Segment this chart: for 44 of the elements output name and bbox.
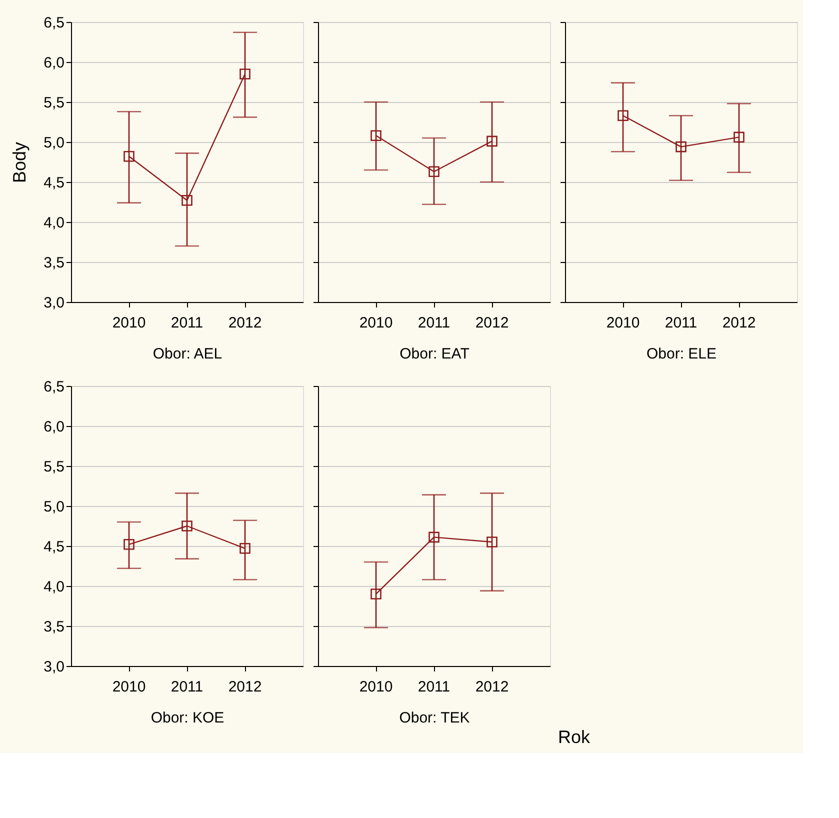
point [124,539,134,550]
x-tick-label: 2012 [228,314,262,332]
text: Obor: AEL [152,346,222,362]
text: Obor: KOE [150,710,224,726]
x-tick-label: 2011 [170,678,204,696]
y-tick-label: 3,5 [44,254,64,272]
point [240,68,250,80]
x-tick-label: 2010 [112,678,146,696]
x-tick-label: 2011 [418,678,450,696]
y-tick-label: 4,5 [44,538,64,556]
x-tick-label: 2012 [722,314,756,332]
y-axis-title: Body [10,142,30,184]
y-tick-label: 5,0 [44,134,64,152]
y-tick-label: 4,0 [44,578,64,596]
x-tick-label: 2010 [112,314,146,332]
x-tick-label: 2012 [475,678,509,696]
y-tick-label: 4,5 [44,174,64,192]
point [182,195,192,206]
y-tick-label: 6,0 [44,54,64,72]
x-tick-label: 2011 [418,314,450,332]
point [240,543,250,554]
y-tick-label: 5,5 [44,94,64,112]
text: Obor: TEK [399,710,470,726]
x-tick-label: 2012 [475,314,509,332]
text: Obor: ELE [646,346,717,362]
x-tick-label: 2011 [170,314,204,332]
y-tick-label: 3,5 [44,618,64,636]
x-tick-label: 2011 [664,314,698,332]
y-tick-label: 6,5 [44,14,64,32]
point [124,151,134,162]
point [182,520,192,532]
x-tick-label: 2010 [359,678,393,696]
y-tick-label: 3,0 [44,294,64,312]
x-tick-label: 2010 [606,314,640,332]
y-tick-label: 6,5 [44,378,64,396]
y-tick-label: 6,0 [44,418,64,436]
text: Obor: EAT [400,346,470,362]
y-tick-label: 4,0 [44,214,64,232]
x-axis-title: Rok [558,727,591,747]
x-tick-label: 2010 [359,314,393,332]
y-tick-label: 5,0 [44,498,64,516]
y-tick-label: 5,5 [44,458,64,476]
y-tick-label: 3,0 [44,658,64,676]
x-tick-label: 2012 [228,678,262,696]
